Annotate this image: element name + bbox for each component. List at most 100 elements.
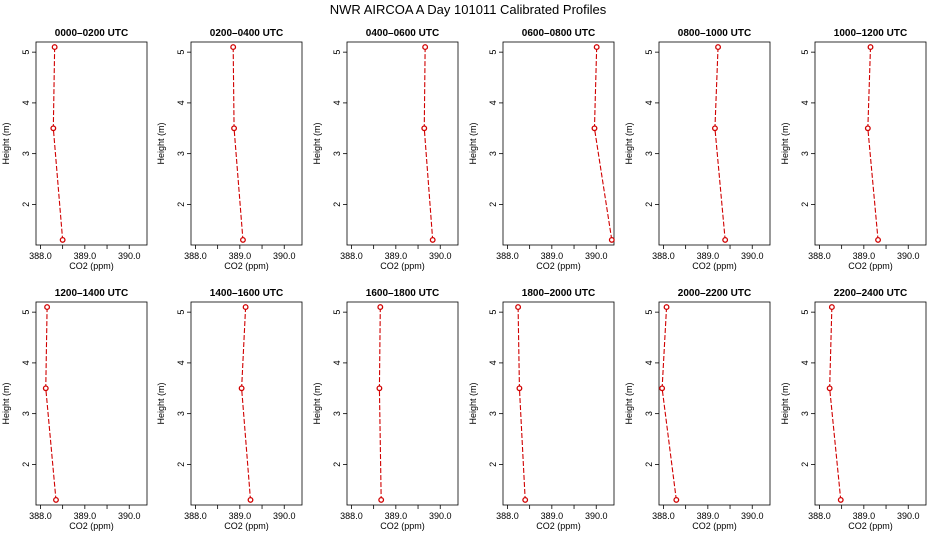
data-point	[608, 236, 615, 243]
data-point	[593, 44, 600, 51]
y-tick-label: 3	[332, 411, 342, 416]
panel-title: 2200–2400 UTC	[834, 288, 907, 299]
panel-10: 1800–2000 UTC 388.0 389.0 390.0 2 3 4 5 CO2 (ppm…	[468, 288, 615, 531]
y-tick-label: 3	[488, 411, 498, 416]
data-point	[715, 44, 722, 51]
data-point	[711, 125, 718, 132]
data-point	[429, 236, 436, 243]
y-tick-label: 2	[800, 462, 810, 467]
y-tick-label: 3	[488, 151, 498, 156]
profile-line	[241, 307, 252, 500]
panel-title: 1800–2000 UTC	[522, 288, 595, 299]
data-point	[826, 385, 833, 392]
y-tick-label: 4	[800, 100, 810, 105]
y-tick-label: 2	[644, 202, 654, 207]
y-tick-label: 2	[21, 202, 31, 207]
panel-title: 1000–1200 UTC	[834, 28, 907, 39]
y-tick-label: 2	[332, 462, 342, 467]
y-axis-label: Height (m)	[156, 122, 166, 164]
y-tick-label: 2	[176, 462, 186, 467]
x-axis-label: CO2 (ppm)	[380, 261, 425, 271]
data-point	[377, 304, 384, 311]
y-tick-label: 3	[176, 411, 186, 416]
x-tick-label: 388.0	[652, 511, 675, 521]
x-tick-label: 389.0	[853, 511, 876, 521]
plot-frame	[346, 41, 459, 246]
y-tick-label: 4	[332, 360, 342, 365]
y-tick-label: 2	[488, 462, 498, 467]
data-point	[722, 236, 729, 243]
y-tick-label: 5	[488, 50, 498, 55]
data-point	[44, 304, 51, 311]
y-tick-label: 2	[176, 202, 186, 207]
data-point	[422, 44, 429, 51]
x-tick-label: 390.0	[429, 251, 452, 261]
plot-frame	[658, 301, 771, 506]
x-tick-label: 390.0	[897, 511, 920, 521]
y-axis-label: Height (m)	[156, 382, 166, 424]
profile-line	[517, 307, 526, 500]
panel-title: 0800–1000 UTC	[678, 28, 751, 39]
x-tick-label: 390.0	[273, 251, 296, 261]
y-tick-label: 5	[21, 50, 31, 55]
plot-frame	[35, 301, 148, 506]
y-tick-label: 3	[21, 411, 31, 416]
x-axis-label: CO2 (ppm)	[380, 521, 425, 531]
data-point	[659, 385, 666, 392]
profile-line	[867, 47, 879, 240]
panel-title: 1200–1400 UTC	[55, 288, 128, 299]
x-axis-label: CO2 (ppm)	[536, 261, 581, 271]
y-tick-label: 4	[488, 100, 498, 105]
x-axis-label: CO2 (ppm)	[536, 521, 581, 531]
panel-1: 0000–0200 UTC 388.0 389.0 390.0 2 3 4 5 CO2 (ppm…	[1, 28, 148, 271]
y-tick-label: 3	[800, 151, 810, 156]
x-tick-label: 388.0	[184, 251, 207, 261]
data-point	[59, 236, 66, 243]
y-tick-label: 5	[800, 50, 810, 55]
y-axis-label: Height (m)	[624, 122, 634, 164]
data-point	[867, 44, 874, 51]
y-tick-label: 2	[800, 202, 810, 207]
x-tick-label: 389.0	[697, 251, 720, 261]
y-tick-label: 3	[176, 151, 186, 156]
panel-11: 2000–2200 UTC 388.0 389.0 390.0 2 3 4 5 CO2 (ppm…	[624, 288, 771, 531]
x-tick-label: 389.0	[229, 251, 252, 261]
y-tick-label: 5	[332, 310, 342, 315]
x-tick-label: 389.0	[74, 251, 97, 261]
data-point	[522, 496, 529, 503]
y-tick-label: 3	[21, 151, 31, 156]
plot-frame	[346, 301, 459, 506]
x-tick-label: 389.0	[385, 511, 408, 521]
y-axis-label: Height (m)	[312, 382, 322, 424]
profile-line	[714, 47, 726, 240]
y-tick-label: 5	[644, 50, 654, 55]
panel-5: 0800–1000 UTC 388.0 389.0 390.0 2 3 4 5 CO2 (ppm…	[624, 28, 771, 271]
y-tick-label: 4	[644, 360, 654, 365]
y-tick-label: 3	[644, 151, 654, 156]
data-point	[247, 496, 254, 503]
y-tick-label: 2	[644, 462, 654, 467]
y-tick-label: 2	[21, 462, 31, 467]
y-tick-label: 5	[176, 310, 186, 315]
plot-frame	[814, 41, 927, 246]
x-tick-label: 388.0	[340, 251, 363, 261]
y-tick-label: 4	[800, 360, 810, 365]
data-point	[663, 304, 670, 311]
data-point	[875, 236, 881, 243]
panel-7: 1200–1400 UTC 388.0 389.0 390.0 2 3 4 5 CO2 (ppm…	[1, 288, 148, 531]
x-tick-label: 390.0	[118, 511, 141, 521]
x-tick-label: 388.0	[340, 511, 363, 521]
figure-title: NWR AIRCOA A Day 101011 Calibrated Profi…	[330, 2, 607, 17]
x-axis-label: CO2 (ppm)	[692, 521, 737, 531]
profile-line	[661, 307, 677, 500]
y-tick-label: 4	[644, 100, 654, 105]
x-tick-label: 389.0	[229, 511, 252, 521]
x-tick-label: 389.0	[697, 511, 720, 521]
data-point	[378, 496, 385, 503]
panel-12: 2200–2400 UTC 388.0 389.0 390.0 2 3 4 5 CO2 (ppm…	[780, 288, 927, 531]
x-tick-label: 389.0	[541, 511, 564, 521]
x-tick-label: 390.0	[585, 511, 608, 521]
panel-6: 1000–1200 UTC 388.0 389.0 390.0 2 3 4 5 CO2 (ppm…	[780, 28, 927, 271]
y-axis-label: Height (m)	[468, 382, 478, 424]
data-point	[51, 44, 58, 51]
